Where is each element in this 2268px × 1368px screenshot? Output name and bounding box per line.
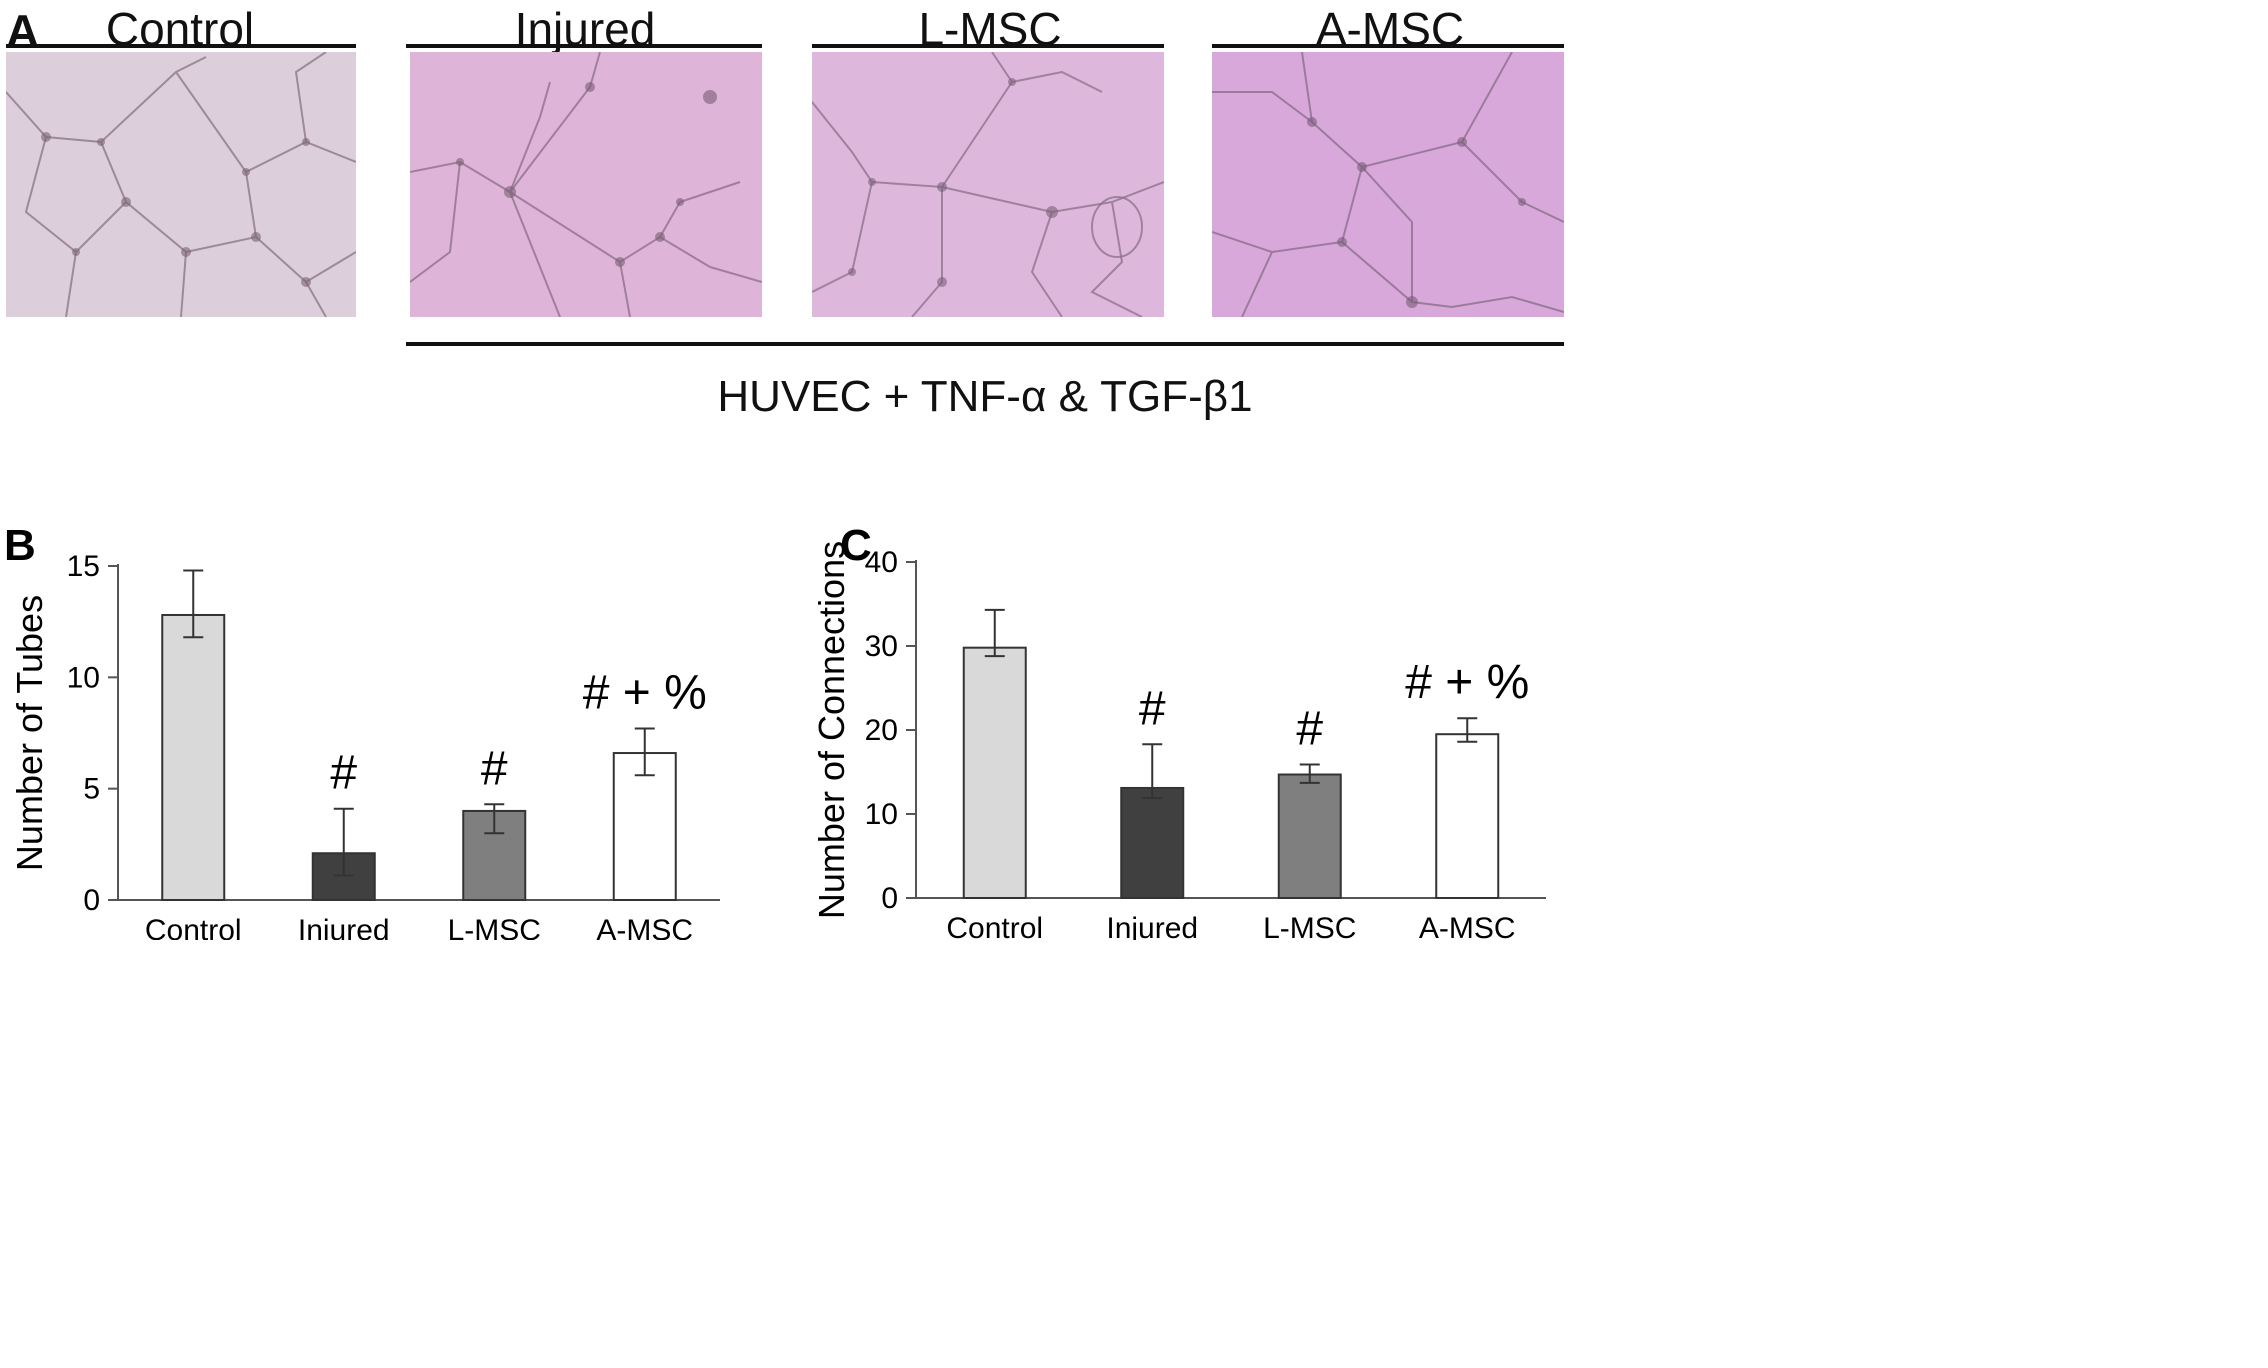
treatment-caption: HUVEC + TNF-α & TGF-β1 <box>717 372 1253 421</box>
bar-control <box>161 613 226 901</box>
x-tick-label-a-msc: A-MSC <box>596 914 693 940</box>
y-tick-label: 30 <box>865 630 898 663</box>
y-tick-label: 20 <box>865 714 898 747</box>
y-tick-label: 10 <box>67 661 100 694</box>
x-tick-label-l-msc: L-MSC <box>448 914 541 940</box>
chart-number-of-tubes: B Number of Tubes 0 5 10 15 Control Injured # L-M… <box>4 521 720 940</box>
panel-letter-b: B <box>4 521 36 570</box>
panel-letter-c: C <box>840 521 872 570</box>
y-tick-label: 0 <box>881 882 898 915</box>
group-rule-control <box>6 44 356 48</box>
group-rule-amsc <box>1212 44 1564 48</box>
y-axis-label: Number of Tubes <box>9 595 50 871</box>
panel-a-letter: A <box>6 5 40 57</box>
significance-annotation: # <box>481 742 508 795</box>
bar-a-msc <box>612 752 677 901</box>
micrograph-control <box>6 52 356 317</box>
y-tick-label: 15 <box>67 550 100 583</box>
significance-annotation: # <box>1139 682 1166 735</box>
y-tick-label: 40 <box>865 546 898 579</box>
micrograph-lmsc <box>812 52 1164 317</box>
treatment-rule <box>406 342 1564 346</box>
micrograph-amsc <box>1212 52 1564 317</box>
x-tick-label-control: Control <box>145 914 242 940</box>
bar-injured <box>1120 786 1185 899</box>
x-tick-label-a-msc: A-MSC <box>1419 912 1516 940</box>
bar-a-msc <box>1435 733 1500 899</box>
micrograph-injured <box>410 52 762 317</box>
significance-annotation: # + % <box>583 667 707 720</box>
y-tick-label: 10 <box>865 798 898 831</box>
significance-annotation: # <box>330 747 357 800</box>
x-tick-label-injured: Injured <box>298 914 390 940</box>
significance-annotation: # <box>1296 702 1323 755</box>
group-rule-lmsc <box>812 44 1164 48</box>
y-axis-label: Number of Connections <box>811 541 852 919</box>
y-tick-label: 0 <box>83 884 100 917</box>
x-tick-label-control: Control <box>946 912 1043 940</box>
y-tick-label: 5 <box>83 773 100 806</box>
bar-l-msc <box>1277 773 1342 900</box>
group-rule-injured <box>406 44 762 48</box>
significance-annotation: # + % <box>1405 656 1529 709</box>
x-tick-label-injured: Injured <box>1106 912 1198 940</box>
bar-control <box>962 646 1027 900</box>
x-tick-label-l-msc: L-MSC <box>1263 912 1356 940</box>
